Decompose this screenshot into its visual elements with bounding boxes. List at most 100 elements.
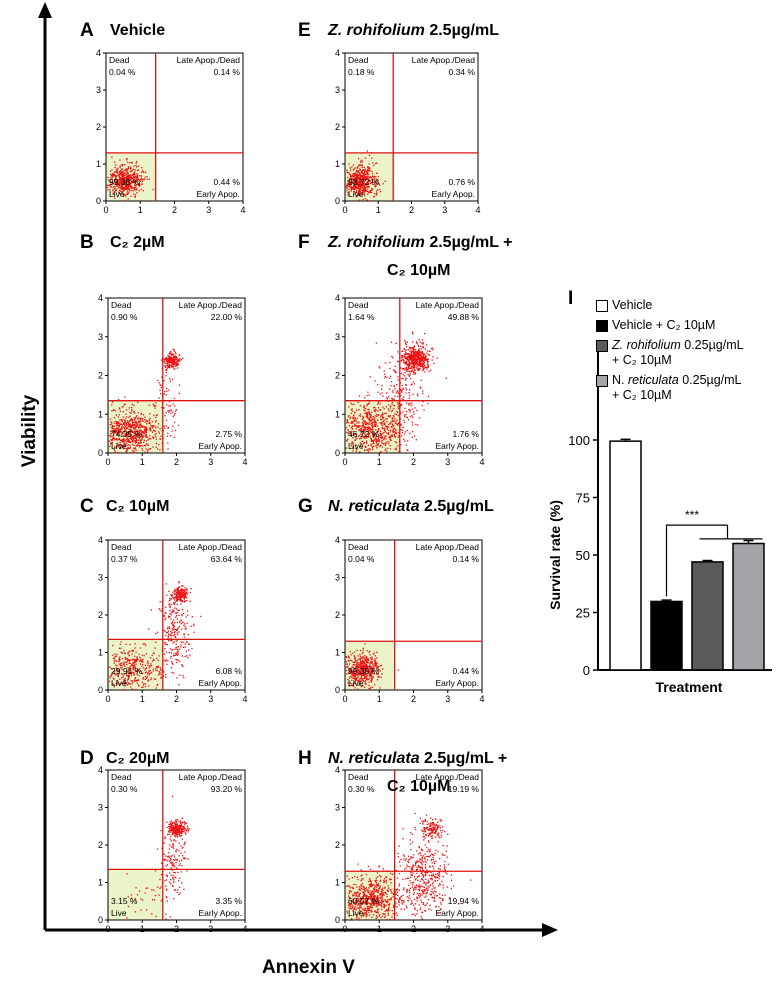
event-point bbox=[376, 163, 377, 164]
event-point bbox=[130, 686, 131, 687]
event-point bbox=[172, 629, 173, 630]
event-point bbox=[370, 687, 371, 688]
event-point bbox=[135, 677, 136, 678]
event-point bbox=[381, 427, 382, 428]
event-point bbox=[172, 825, 173, 826]
event-point bbox=[409, 411, 410, 412]
event-point bbox=[174, 622, 175, 623]
event-point bbox=[178, 894, 179, 895]
event-point bbox=[167, 660, 168, 661]
event-point bbox=[383, 438, 384, 439]
event-point bbox=[128, 682, 129, 683]
event-point bbox=[354, 420, 355, 421]
event-point bbox=[164, 648, 165, 649]
event-point bbox=[368, 660, 369, 661]
event-point bbox=[184, 822, 185, 823]
event-point bbox=[415, 360, 416, 361]
event-point bbox=[413, 357, 414, 358]
event-point bbox=[159, 671, 160, 672]
event-point bbox=[172, 845, 173, 846]
event-point bbox=[145, 421, 146, 422]
event-point bbox=[125, 662, 126, 663]
event-point bbox=[143, 435, 144, 436]
event-point bbox=[178, 586, 179, 587]
event-point bbox=[166, 918, 167, 919]
event-point bbox=[183, 634, 184, 635]
event-point bbox=[123, 419, 124, 420]
event-point bbox=[180, 822, 181, 823]
live-percent: 46.72 % bbox=[348, 429, 380, 439]
event-point bbox=[151, 672, 152, 673]
event-point bbox=[170, 435, 171, 436]
event-point bbox=[377, 440, 378, 441]
event-point bbox=[377, 426, 378, 427]
event-point bbox=[364, 407, 365, 408]
event-point bbox=[360, 650, 361, 651]
event-point bbox=[382, 396, 383, 397]
event-point bbox=[168, 640, 169, 641]
event-point bbox=[166, 583, 167, 584]
event-point bbox=[373, 441, 374, 442]
event-point bbox=[187, 615, 188, 616]
event-point bbox=[367, 174, 368, 175]
event-point bbox=[128, 198, 129, 199]
event-point bbox=[133, 425, 134, 426]
event-point bbox=[146, 432, 147, 433]
event-point bbox=[144, 643, 145, 644]
event-point bbox=[167, 355, 168, 356]
event-point bbox=[392, 392, 393, 393]
event-point bbox=[365, 446, 366, 447]
event-point bbox=[390, 415, 391, 416]
event-point bbox=[189, 644, 190, 645]
event-point bbox=[113, 173, 114, 174]
event-point bbox=[401, 355, 402, 356]
event-point bbox=[155, 417, 156, 418]
event-point bbox=[152, 421, 153, 422]
event-point bbox=[130, 419, 131, 420]
event-point bbox=[142, 662, 143, 663]
event-point bbox=[408, 392, 409, 393]
event-point bbox=[183, 594, 184, 595]
event-point bbox=[394, 416, 395, 417]
event-point bbox=[158, 397, 159, 398]
late-percent: 0.14 % bbox=[214, 67, 241, 77]
event-point bbox=[394, 418, 395, 419]
event-point bbox=[376, 192, 377, 193]
event-point bbox=[127, 653, 128, 654]
event-point bbox=[131, 410, 132, 411]
event-point bbox=[178, 359, 179, 360]
event-point bbox=[142, 664, 143, 665]
event-point bbox=[369, 200, 370, 201]
event-point bbox=[167, 856, 168, 857]
event-point bbox=[389, 388, 390, 389]
event-point bbox=[160, 384, 161, 385]
event-point bbox=[346, 670, 347, 671]
event-point bbox=[127, 168, 128, 169]
event-point bbox=[376, 445, 377, 446]
event-point bbox=[177, 628, 178, 629]
event-point bbox=[348, 422, 349, 423]
event-point bbox=[398, 669, 399, 670]
event-point bbox=[371, 192, 372, 193]
event-point bbox=[180, 853, 181, 854]
event-point bbox=[402, 355, 403, 356]
event-point bbox=[376, 414, 377, 415]
event-point bbox=[150, 427, 151, 428]
event-point bbox=[149, 435, 150, 436]
y-tick-label: 2 bbox=[98, 610, 103, 620]
event-point bbox=[174, 593, 175, 594]
event-point bbox=[379, 366, 380, 367]
event-point bbox=[141, 418, 142, 419]
event-point bbox=[353, 417, 354, 418]
event-point bbox=[359, 451, 360, 452]
event-point bbox=[410, 410, 411, 411]
event-point bbox=[134, 647, 135, 648]
y-tick-label: 0 bbox=[98, 685, 103, 695]
event-point bbox=[402, 385, 403, 386]
event-point bbox=[177, 591, 178, 592]
event-point bbox=[377, 384, 378, 385]
event-point bbox=[117, 172, 118, 173]
y-tick-label: 2 bbox=[335, 371, 340, 381]
